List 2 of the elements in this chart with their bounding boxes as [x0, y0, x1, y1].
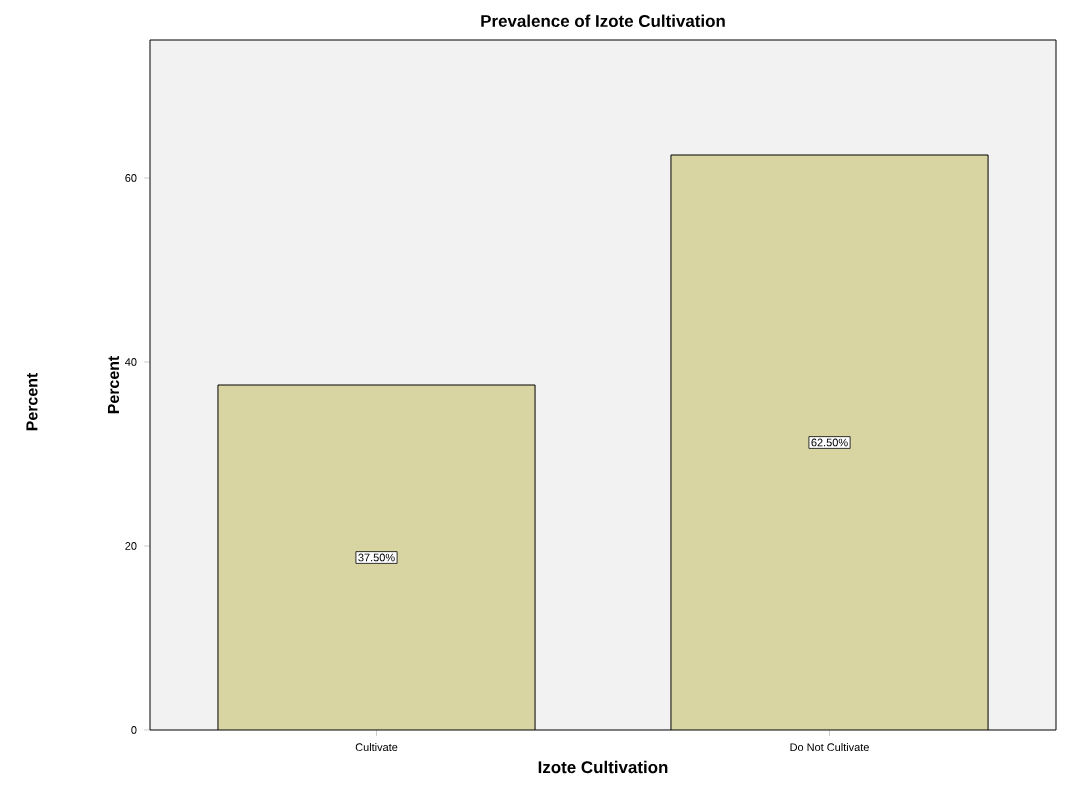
chart-title: Prevalence of Izote Cultivation [481, 14, 725, 27]
x-axis-title: Izote Cultivation [538, 760, 668, 774]
